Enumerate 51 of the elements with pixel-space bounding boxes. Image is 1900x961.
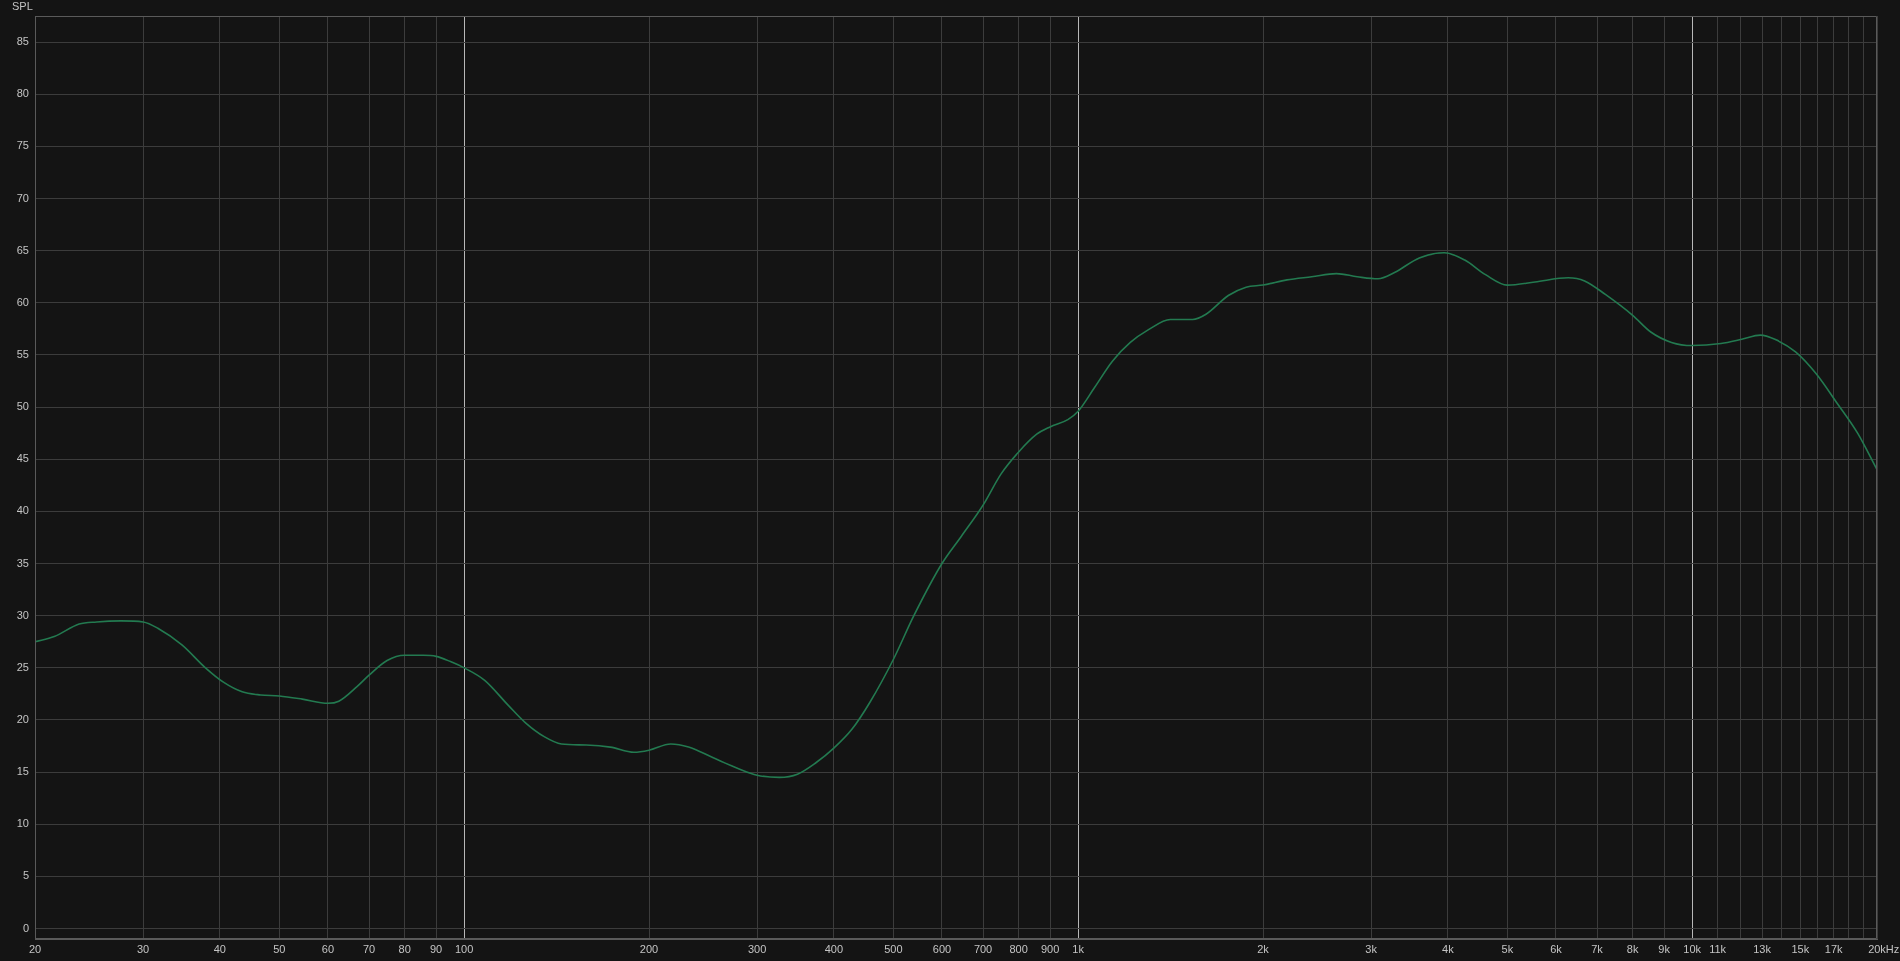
y-tick-label: 5: [22, 869, 29, 882]
x-tick-label: 30: [137, 942, 150, 955]
x-tick-label: 600: [932, 942, 952, 955]
x-tick-label: 11k: [1709, 942, 1727, 955]
x-tick-label: 7k: [1591, 942, 1604, 955]
x-tick-label: 400: [824, 942, 844, 955]
y-tick-label: 55: [16, 347, 29, 360]
y-tick-label: 40: [16, 504, 29, 517]
y-tick-label: 25: [16, 660, 29, 673]
y-tick-label: 0: [22, 921, 29, 934]
x-tick-label: 8k: [1626, 942, 1639, 955]
x-tick-label: 200: [639, 942, 659, 955]
x-tick-label: 9k: [1658, 942, 1671, 955]
y-axis-title: SPL: [12, 0, 33, 13]
x-tick-label: 17k: [1824, 942, 1844, 955]
y-tick-label: 20: [16, 713, 29, 726]
x-tick-label: 20k: [1868, 942, 1887, 955]
x-tick-label: 70: [362, 942, 376, 955]
x-tick-label: 5k: [1501, 942, 1514, 955]
x-tick-label: 2k: [1257, 942, 1270, 955]
x-tick-label: 13k: [1753, 942, 1772, 955]
x-tick-label: 500: [884, 942, 903, 955]
x-tick-label: 40: [213, 942, 226, 955]
y-tick-label: 15: [16, 765, 29, 778]
y-tick-label: 65: [16, 243, 29, 256]
x-tick-label: 4k: [1442, 942, 1455, 955]
y-tick-label: 50: [16, 400, 29, 413]
x-tick-label: 10k: [1683, 942, 1702, 955]
y-tick-label: 70: [16, 191, 29, 204]
x-tick-label: 50: [273, 942, 286, 955]
x-tick-label: 15k: [1791, 942, 1810, 955]
y-tick-label: 10: [16, 817, 29, 830]
y-tick-label: 85: [16, 35, 29, 48]
x-tick-label: 80: [398, 942, 411, 955]
x-tick-label: 90: [429, 942, 443, 955]
y-tick-label: 45: [16, 452, 29, 465]
x-tick-label: 3k: [1365, 942, 1378, 955]
y-tick-label: 35: [16, 556, 29, 569]
x-tick-label: 700: [973, 942, 993, 955]
x-tick-label: 100: [454, 942, 474, 955]
x-tick-label: 1k: [1072, 942, 1085, 955]
x-tick-label: 800: [1009, 942, 1028, 955]
y-tick-label: 75: [16, 139, 29, 152]
x-tick-label: 300: [747, 942, 767, 955]
x-tick-label: 900: [1040, 942, 1060, 955]
x-tick-label: 6k: [1550, 942, 1563, 955]
x-tick-label: 60: [321, 942, 335, 955]
y-tick-label: 30: [16, 608, 29, 621]
y-tick-label: 60: [16, 295, 29, 308]
x-axis-title: Hz: [1885, 942, 1900, 955]
y-tick-label: 80: [16, 87, 29, 100]
